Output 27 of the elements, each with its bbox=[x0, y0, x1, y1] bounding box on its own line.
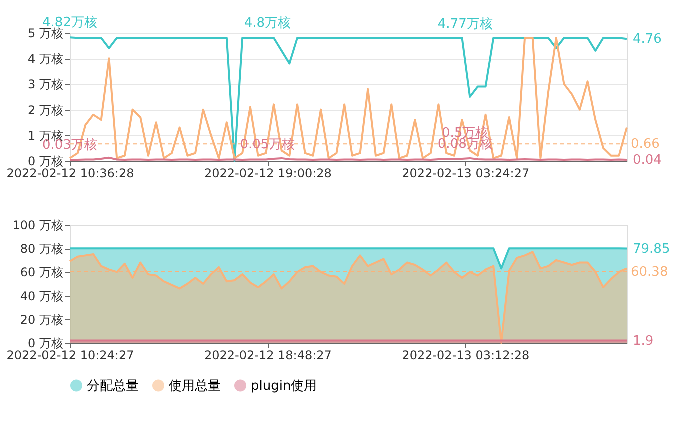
y-tick-label: 3 万核 bbox=[28, 78, 64, 92]
annotation: 4.77万核 bbox=[438, 16, 493, 32]
y-tick-label: 100 万核 bbox=[12, 218, 64, 232]
x-tick-label: 2022-02-12 19:00:28 bbox=[204, 166, 332, 180]
ref-line-label: 0.66 bbox=[631, 137, 660, 152]
annotation: 79.85 bbox=[633, 242, 670, 257]
y-tick-label: 0 万核 bbox=[28, 154, 64, 168]
ref-line-label: 60.38 bbox=[631, 264, 668, 280]
annotation: 1.9 bbox=[633, 334, 654, 349]
y-tick-label: 0 万核 bbox=[28, 336, 64, 350]
annotation: 4.76 bbox=[633, 32, 662, 48]
y-tick-label: 80 万核 bbox=[20, 242, 64, 256]
annotation: 0.04 bbox=[633, 152, 662, 168]
x-tick-label: 2022-02-12 10:24:27 bbox=[6, 348, 134, 362]
y-tick-label: 40 万核 bbox=[20, 289, 64, 304]
annotation: 4.8万核 bbox=[244, 16, 292, 32]
y-tick-label: 2 万核 bbox=[28, 103, 64, 118]
x-tick-label: 2022-02-13 03:24:27 bbox=[402, 166, 530, 180]
y-tick-label: 4 万核 bbox=[28, 52, 64, 66]
y-tick-label: 20 万核 bbox=[20, 312, 64, 327]
legend-label: 分配总量 bbox=[87, 378, 139, 394]
x-tick-label: 2022-02-12 10:36:28 bbox=[6, 166, 134, 180]
x-tick-label: 2022-02-13 03:12:28 bbox=[402, 348, 530, 362]
y-tick-label: 60 万核 bbox=[20, 266, 64, 280]
x-tick-label: 2022-02-12 18:48:27 bbox=[204, 348, 332, 362]
legend-label: 使用总量 bbox=[169, 378, 221, 394]
legend-label: plugin使用 bbox=[251, 378, 318, 394]
